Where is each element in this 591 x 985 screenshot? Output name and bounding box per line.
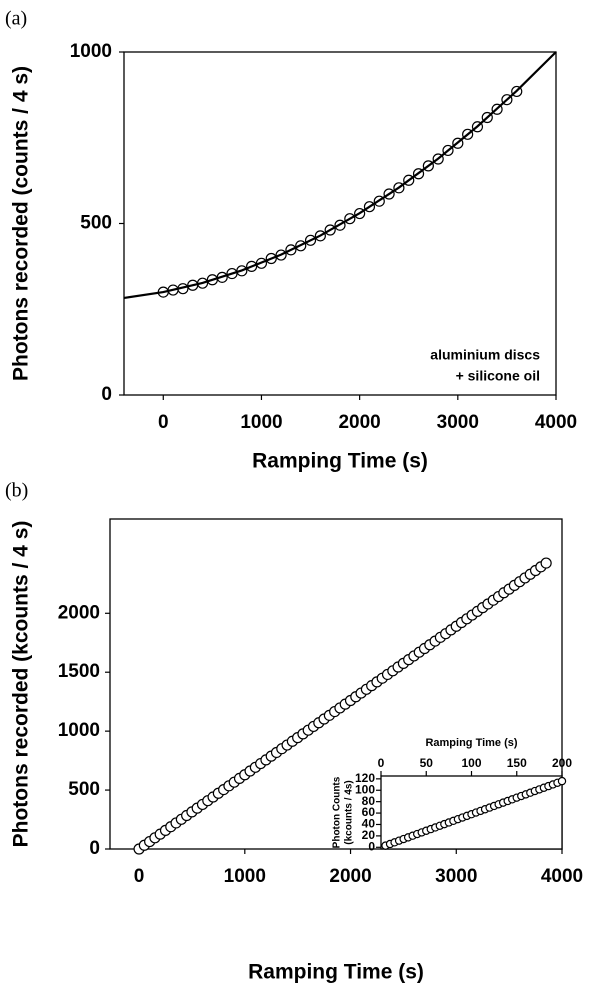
y-tick-label: 100 [355, 782, 375, 796]
y-tick-label: 120 [355, 771, 375, 785]
data-point [540, 557, 552, 569]
x-tick-label: 100 [461, 756, 481, 770]
x-tick-label: 1000 [240, 412, 282, 433]
y-tick-label: 20 [362, 828, 376, 842]
y-tick-label: 40 [362, 817, 376, 831]
y-tick-label: 1000 [58, 720, 100, 741]
y-axis-title: Photons recorded (counts / 4 s) [10, 66, 33, 381]
y-axis-title: Photon Counts [332, 776, 343, 848]
x-tick-label: 50 [420, 756, 434, 770]
data-point [557, 776, 567, 786]
y-tick-label: 80 [362, 794, 376, 808]
panel-label: (a) [5, 8, 27, 30]
y-tick-label: 1000 [70, 41, 112, 62]
annotation: aluminium discs [430, 347, 540, 363]
x-tick-label: 4000 [535, 412, 577, 433]
annotation: + silicone oil [456, 368, 540, 384]
y-tick-label: 0 [89, 838, 100, 859]
x-tick-label: 2000 [329, 866, 371, 887]
y-tick-label: 500 [80, 213, 112, 234]
x-tick-label: 0 [378, 756, 385, 770]
fit-line [123, 51, 557, 300]
x-tick-label: 200 [552, 756, 572, 770]
x-tick-label: 4000 [541, 866, 583, 887]
x-tick-label: 3000 [435, 866, 477, 887]
x-tick-label: 150 [507, 756, 527, 770]
x-axis-title: Ramping Time (s) [248, 961, 424, 984]
y-tick-label: 60 [362, 805, 376, 819]
x-tick-label: 2000 [338, 412, 380, 433]
y-tick-label: 1500 [58, 661, 100, 682]
y-tick-label: 500 [68, 779, 100, 800]
y-axis-title: Photons recorded (kcounts / 4 s) [10, 521, 33, 848]
x-tick-label: 3000 [437, 412, 479, 433]
x-axis-title: Ramping Time (s) [252, 450, 428, 473]
y-axis-title: (kcounts / 4s) [344, 780, 355, 844]
x-tick-label: 0 [134, 866, 145, 887]
y-tick-label: 2000 [58, 602, 100, 623]
x-axis-title: Ramping Time (s) [425, 737, 517, 749]
panel-label: (b) [5, 480, 28, 502]
y-tick-label: 0 [368, 839, 375, 853]
x-tick-label: 1000 [224, 866, 266, 887]
y-tick-label: 0 [101, 384, 112, 405]
x-tick-label: 0 [158, 412, 169, 433]
